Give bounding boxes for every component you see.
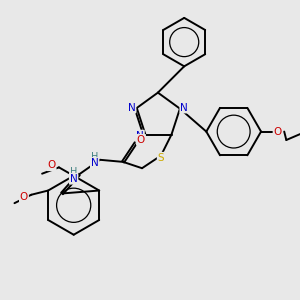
Text: O: O [20,192,28,202]
Text: H: H [70,167,77,177]
Text: S: S [158,153,164,163]
Text: N: N [91,158,98,168]
Text: N: N [180,103,188,112]
Text: H: H [91,152,98,162]
Text: O: O [274,127,282,136]
Text: N: N [70,174,77,184]
Text: O: O [137,135,145,145]
Text: N: N [136,130,144,141]
Text: N: N [128,103,136,112]
Text: O: O [47,160,56,170]
